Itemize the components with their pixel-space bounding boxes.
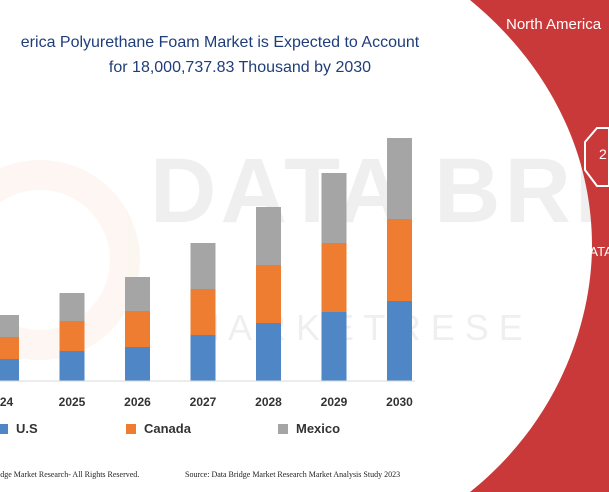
legend-item-us: U.S (0, 421, 38, 436)
bar-us-2025 (59, 351, 85, 381)
watermark-text: DATA BRID (150, 140, 609, 242)
legend-label-us: U.S (16, 421, 38, 436)
x-tick-label: 24 (0, 395, 13, 409)
legend-swatch-mexico (278, 423, 288, 434)
bar-us-24 (0, 359, 19, 381)
panel-badge-value: 2 (599, 146, 607, 162)
bar-us-2028 (256, 323, 281, 381)
x-tick-labels: 24 2025 2026 2027 2028 2029 2030 (0, 395, 413, 409)
x-tick-label: 2029 (321, 395, 348, 409)
bar-us-2026 (125, 347, 150, 381)
right-panel-shape (470, 0, 609, 492)
chart-title-line-1: erica Polyurethane Foam Market is Expect… (20, 34, 420, 51)
bar-mexico-2028 (256, 207, 281, 265)
footer-source: Source: Data Bridge Market Research Mark… (185, 470, 401, 479)
bar-group (0, 138, 412, 381)
bar-us-2029 (321, 312, 347, 381)
x-tick-label: 2027 (190, 395, 217, 409)
bar-mexico-2027 (190, 243, 216, 289)
bar-canada-2025 (59, 321, 85, 351)
bar-mexico-2030 (387, 138, 412, 219)
bar-us-2030 (387, 301, 412, 381)
x-tick-label: 2026 (124, 395, 151, 409)
bar-canada-2028 (256, 265, 281, 323)
x-tick-label: 2030 (386, 395, 413, 409)
chart-title-line-2: for 18,000,737.83 Thousand by 2030 (108, 59, 372, 76)
bar-canada-2030 (387, 219, 412, 301)
x-tick-label: 2028 (255, 395, 282, 409)
bar-mexico-2025 (59, 293, 85, 321)
legend-label-mexico: Mexico (296, 421, 341, 436)
chart-title: erica Polyurethane Foam Market is Expect… (0, 30, 480, 80)
panel-subtitle: DATA (580, 244, 609, 259)
bar-mexico-2026 (125, 277, 150, 311)
legend-item-canada: Canada (126, 421, 191, 436)
bar-canada-2029 (321, 243, 347, 312)
bar-mexico-24 (0, 315, 19, 337)
hexagon-badge-icon (584, 127, 609, 187)
legend-item-mexico: Mexico (278, 421, 340, 436)
bar-canada-2026 (125, 311, 150, 347)
watermark: DATA BRID M A R K E T R E S E (0, 140, 609, 360)
bar-mexico-2029 (321, 173, 347, 243)
footer-copyright: idge Market Research- All Rights Reserve… (0, 470, 140, 479)
panel-title: North America (506, 16, 602, 33)
bar-canada-24 (0, 337, 19, 359)
x-tick-label: 2025 (59, 395, 86, 409)
legend-label-canada: Canada (144, 421, 191, 436)
legend-swatch-us (0, 423, 8, 434)
bar-us-2027 (190, 335, 216, 381)
watermark-logo-arc (0, 160, 140, 360)
bar-canada-2027 (190, 289, 216, 335)
watermark-subtext: M A R K E T R E S E (190, 307, 523, 348)
legend-swatch-canada (126, 423, 136, 434)
